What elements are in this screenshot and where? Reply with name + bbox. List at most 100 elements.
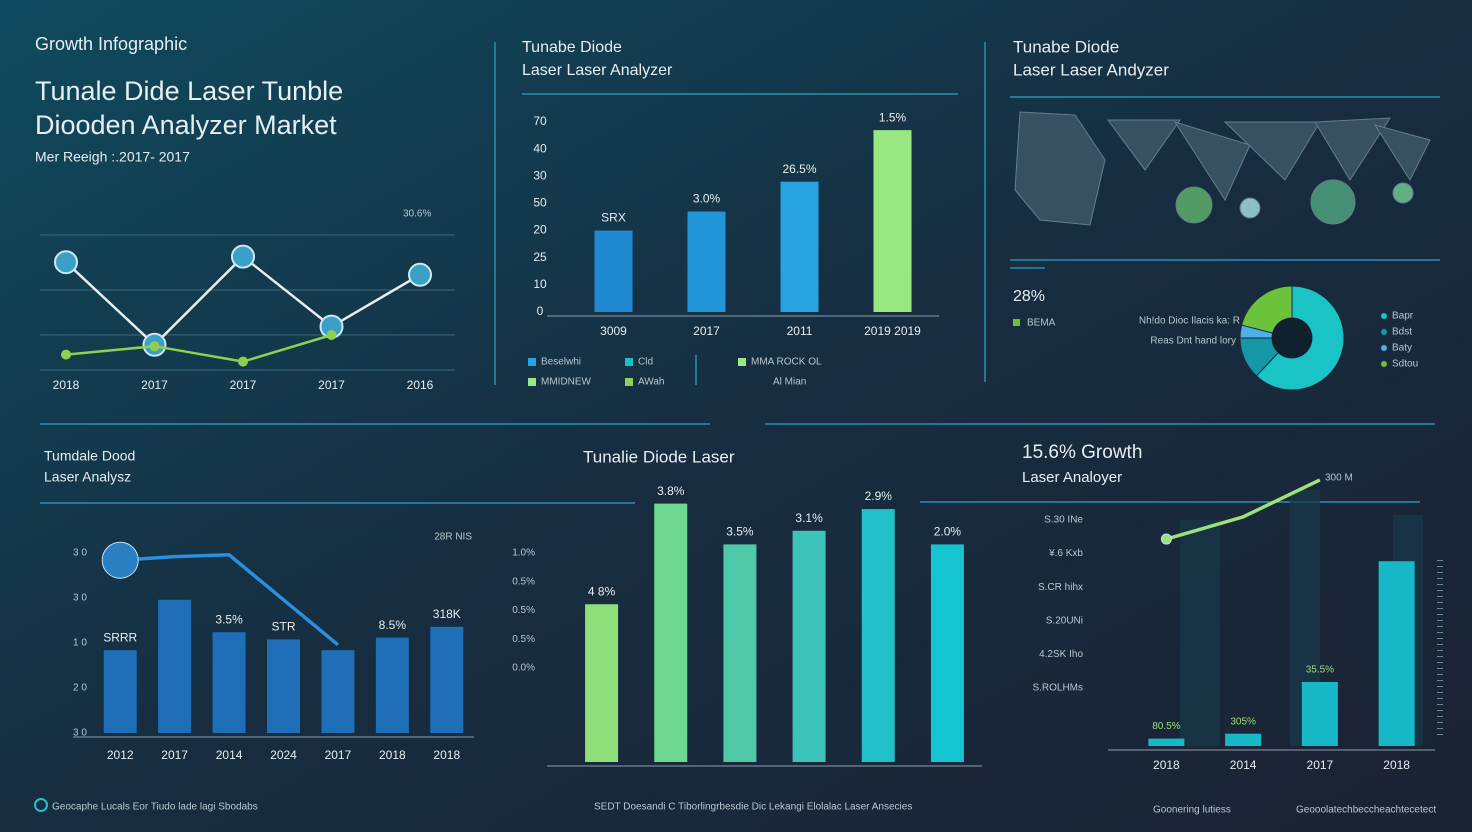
bar <box>1225 733 1262 746</box>
marker <box>149 341 160 352</box>
bar <box>1378 561 1415 746</box>
bar <box>654 503 688 762</box>
line <box>65 333 332 363</box>
bar <box>780 181 819 312</box>
x-tick-label: 3009 <box>600 324 627 338</box>
marker <box>61 349 71 360</box>
bar <box>930 544 964 762</box>
y-tick-label: 2 0 <box>73 683 87 694</box>
annotation: 2.9% <box>865 489 893 503</box>
annotation: 26.5% <box>782 162 816 176</box>
x-tick-label: 2012 <box>107 748 134 762</box>
x-tick-label: 2014 <box>1230 758 1257 772</box>
x-tick-label: 2018 <box>1383 758 1410 772</box>
pie-hole <box>1272 318 1312 358</box>
legend-swatch <box>528 358 536 366</box>
bar <box>1148 738 1185 746</box>
x-tick-label: 2011 <box>787 324 813 338</box>
annotation: 3.8% <box>657 484 685 498</box>
bar <box>267 639 300 733</box>
x-tick-label: 2017 <box>161 748 188 762</box>
bar <box>594 230 633 312</box>
y-tick-label: 3 0 <box>73 593 87 604</box>
y-tick-label: 1 0 <box>73 638 87 649</box>
annotation: 80.5% <box>1152 721 1180 732</box>
subtitle: Laser Analoyer <box>1022 469 1122 486</box>
annotation: 28% <box>1013 288 1045 305</box>
note: Nh!do Dioc Ilacis ka: R <box>1139 316 1240 327</box>
y-tick-label: 50 <box>533 196 547 210</box>
x-tick-label: 2018 <box>433 748 460 762</box>
y-tick-label: S.30 INe <box>1044 515 1083 526</box>
annotation: 318K <box>433 607 461 621</box>
y-tick-label: 30 <box>533 168 547 182</box>
legend-label: AWah <box>638 377 665 388</box>
y-tick-label: 0.0% <box>512 663 535 674</box>
bar <box>723 544 757 762</box>
marker <box>326 330 337 340</box>
bar <box>430 626 464 733</box>
annotation: STR <box>272 620 296 634</box>
bar <box>861 509 895 762</box>
legend-label: Bapr <box>1392 311 1414 322</box>
legend-swatch <box>1381 345 1387 351</box>
title: Diooden Analyzer Market <box>35 110 337 140</box>
annotation: SRRR <box>103 630 137 644</box>
legend-label: Al Mian <box>773 377 806 388</box>
bar <box>158 599 192 733</box>
marker <box>231 244 255 269</box>
title: Tunabe Diode <box>1013 37 1119 56</box>
legend-label: Bdst <box>1392 327 1412 338</box>
legend-swatch <box>1013 319 1020 326</box>
x-tick-label: 2016 <box>407 378 434 392</box>
annotation: 305% <box>1230 716 1256 727</box>
triangle-diagram <box>1014 111 1431 226</box>
x-tick-label: 2017 <box>230 378 257 392</box>
supertitle: Growth Infographic <box>35 34 187 54</box>
legend-label: Baty <box>1392 343 1412 354</box>
marker <box>238 356 248 367</box>
x-tick-label: 2018 <box>1153 758 1180 772</box>
title: Tunale Dide Laser Tunble <box>35 76 343 106</box>
grid-lines <box>40 234 455 371</box>
bar <box>687 211 726 312</box>
line <box>120 553 340 647</box>
y-tick-label: 70 <box>533 114 547 128</box>
y-tick-label: 0.5% <box>512 576 535 587</box>
y-tick-label: ¥.6 Kxb <box>1048 548 1083 559</box>
annotation: 35.5% <box>1306 665 1334 676</box>
legend-swatch <box>738 358 746 366</box>
x-tick-label: 2014 <box>216 748 243 762</box>
y-tick-label: 0.5% <box>512 634 535 645</box>
bar <box>792 530 826 762</box>
annotation: 4 8% <box>588 584 616 598</box>
x-tick-label: 2018 <box>379 748 406 762</box>
bar <box>585 604 619 762</box>
panel-dividers <box>40 42 1440 504</box>
legend-swatch <box>1381 329 1387 335</box>
title: 15.6% Growth <box>1022 442 1142 463</box>
y-tick-label: 3 0 <box>73 548 87 559</box>
bar <box>103 650 137 733</box>
x-tick-label: 2024 <box>270 748 297 762</box>
footer-icon <box>34 798 48 812</box>
title: Tunabe Diode <box>522 39 622 56</box>
note: Reas Dnt hand lory <box>1150 336 1236 347</box>
y-tick-label: S.ROLHMs <box>1032 683 1083 694</box>
legend-label: BEMA <box>1027 318 1056 329</box>
legend-label: MMIDNEW <box>541 377 592 388</box>
x-tick-label: 2017 <box>325 748 352 762</box>
footer-text: Geooolatechbeccheachtecetect <box>1296 805 1436 816</box>
title: Tunalie Diode Laser <box>583 447 735 466</box>
y-tick-label: 1.0% <box>512 548 535 559</box>
y-tick-label: 4.2SK Iho <box>1039 649 1083 660</box>
legend-swatch <box>625 358 633 366</box>
x-tick-label: 2019 2019 <box>864 324 921 338</box>
legend-label: Sdtou <box>1392 359 1418 370</box>
subtitle: Mer Reeigh :.2017- 2017 <box>35 149 190 165</box>
marker <box>101 541 139 579</box>
annotation: 3.5% <box>215 612 243 626</box>
annotation: 3.1% <box>795 511 823 525</box>
footer-text: Goonering lutiess <box>1153 805 1231 816</box>
